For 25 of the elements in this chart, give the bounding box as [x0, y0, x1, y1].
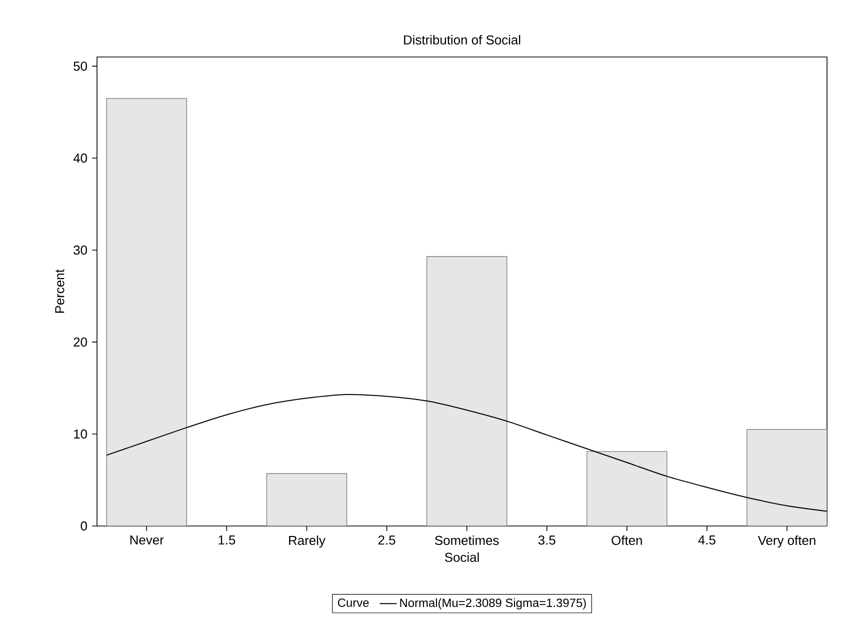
y-tick-label: 0 [80, 521, 87, 531]
legend-label: Normal(Mu=2.3089 Sigma=1.3975) [400, 598, 586, 610]
x-tick-label: 3.5 [538, 535, 556, 545]
bar [746, 429, 828, 526]
x-tick-label: 2.5 [378, 535, 396, 545]
bar [426, 256, 508, 526]
x-tick-label: 1.5 [218, 536, 236, 545]
chart-title: Distribution of Social [404, 34, 520, 44]
y-axis-title: Percent [55, 269, 64, 313]
x-tick-label: Very often [758, 536, 816, 548]
x-axis-title: Social [444, 552, 479, 562]
x-tick-label: Never [130, 536, 164, 545]
y-tick-label: 30 [74, 246, 87, 255]
y-tick-label: 40 [73, 154, 87, 163]
y-tick-label: 50 [74, 62, 87, 71]
y-tick-label: 10 [74, 429, 87, 439]
x-tick-label: 4.5 [698, 536, 716, 545]
legend-title: Curve [338, 598, 369, 607]
x-tick-label: Often [612, 536, 642, 545]
bar [106, 98, 188, 526]
bar [266, 473, 348, 526]
y-tick-label: 20 [74, 337, 87, 347]
x-tick-label: Rarely [289, 535, 326, 548]
x-tick-label: Sometimes [435, 535, 499, 546]
bar [586, 451, 668, 526]
